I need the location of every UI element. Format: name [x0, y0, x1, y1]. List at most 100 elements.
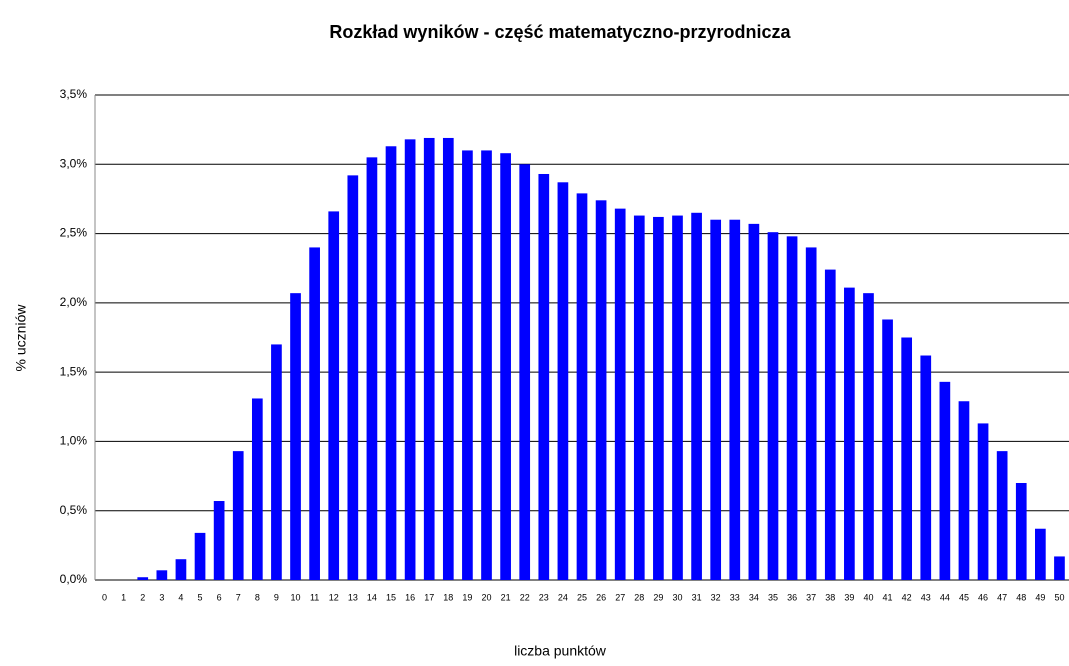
y-tick-label: 0,0% [60, 572, 88, 586]
y-tick-label: 1,0% [60, 434, 88, 448]
x-tick-label: 20 [482, 592, 492, 602]
bar [557, 182, 569, 581]
x-tick-label: 37 [806, 592, 816, 602]
bar [500, 153, 511, 580]
bar [939, 381, 951, 580]
x-tick-label: 3 [159, 592, 164, 602]
x-tick-label: 19 [462, 592, 472, 602]
x-tick-label: 25 [577, 592, 587, 602]
x-tick-label: 10 [291, 592, 301, 602]
bar [481, 150, 492, 580]
x-tick-label: 45 [959, 592, 969, 602]
bar [595, 200, 607, 581]
bar [1054, 556, 1065, 580]
x-tick-label: 5 [198, 592, 203, 602]
bar [328, 211, 340, 580]
y-tick-label: 1,5% [60, 364, 88, 378]
x-tick-label: 23 [539, 592, 549, 602]
y-tick-label: 3,5% [60, 87, 88, 101]
x-tick-label: 47 [997, 592, 1007, 602]
bar [805, 247, 817, 580]
bar [614, 208, 626, 580]
x-tick-label: 39 [844, 592, 854, 602]
y-tick-label: 3,0% [60, 156, 88, 170]
y-axis-label: % uczniów [13, 304, 29, 372]
x-tick-label: 35 [768, 592, 778, 602]
bar [290, 293, 301, 580]
x-tick-label: 4 [178, 592, 183, 602]
bar [404, 139, 416, 581]
bar [901, 337, 913, 580]
bar [824, 269, 836, 580]
bar [863, 293, 874, 580]
x-tick-label: 9 [274, 592, 279, 602]
x-tick-label: 11 [310, 592, 319, 602]
chart-title: Rozkład wyników - część matematyczno-prz… [329, 22, 791, 42]
x-tick-label: 46 [978, 592, 988, 602]
x-tick-label: 15 [386, 592, 396, 602]
x-tick-label: 22 [520, 592, 530, 602]
bar [519, 164, 531, 581]
x-tick-label: 38 [825, 592, 835, 602]
bar [213, 501, 225, 580]
x-tick-label: 44 [940, 592, 950, 602]
bar [251, 398, 263, 580]
x-tick-label: 0 [102, 592, 107, 602]
x-tick-label: 13 [348, 592, 358, 602]
bar [576, 193, 588, 580]
bar [844, 287, 855, 580]
x-tick-label: 40 [863, 592, 873, 602]
bar [748, 223, 760, 580]
x-tick-label: 50 [1054, 592, 1064, 602]
bar [920, 355, 932, 580]
bar [271, 344, 282, 580]
bar [538, 173, 550, 580]
bar [175, 559, 187, 580]
bar [385, 146, 397, 580]
bar [710, 219, 722, 580]
bar [194, 532, 206, 580]
bar [729, 219, 741, 580]
bar [882, 319, 893, 580]
bar [347, 175, 359, 580]
x-axis-label: liczba punktów [514, 643, 607, 659]
x-tick-label: 34 [749, 592, 759, 602]
x-tick-label: 42 [902, 592, 912, 602]
bar [232, 451, 244, 580]
bar [156, 570, 168, 580]
bar [786, 236, 798, 581]
x-tick-label: 33 [730, 592, 740, 602]
bar [1035, 528, 1046, 580]
bar [423, 137, 435, 580]
x-tick-label: 43 [921, 592, 931, 602]
bar [442, 137, 454, 580]
x-tick-label: 27 [615, 592, 625, 602]
bar [633, 215, 645, 581]
bar [958, 401, 970, 580]
y-tick-label: 0,5% [60, 503, 88, 517]
bar [996, 451, 1008, 580]
bar [653, 216, 664, 580]
x-tick-label: 2 [140, 592, 145, 602]
x-tick-label: 21 [501, 592, 511, 602]
x-tick-label: 18 [443, 592, 453, 602]
x-tick-label: 12 [329, 592, 339, 602]
bar [672, 215, 683, 581]
x-tick-label: 1 [121, 592, 126, 602]
x-tick-label: 16 [405, 592, 415, 602]
y-tick-label: 2,5% [60, 226, 88, 240]
x-tick-label: 6 [217, 592, 222, 602]
x-tick-label: 32 [711, 592, 721, 602]
x-tick-label: 41 [883, 592, 893, 602]
bar [137, 577, 149, 580]
y-tick-label: 2,0% [60, 295, 88, 309]
x-tick-label: 49 [1035, 592, 1045, 602]
x-tick-label: 17 [424, 592, 434, 602]
bar [767, 232, 779, 580]
x-tick-label: 31 [692, 592, 702, 602]
bar [462, 150, 473, 580]
bar [691, 212, 702, 581]
x-tick-label: 48 [1016, 592, 1026, 602]
x-tick-label: 24 [558, 592, 568, 602]
